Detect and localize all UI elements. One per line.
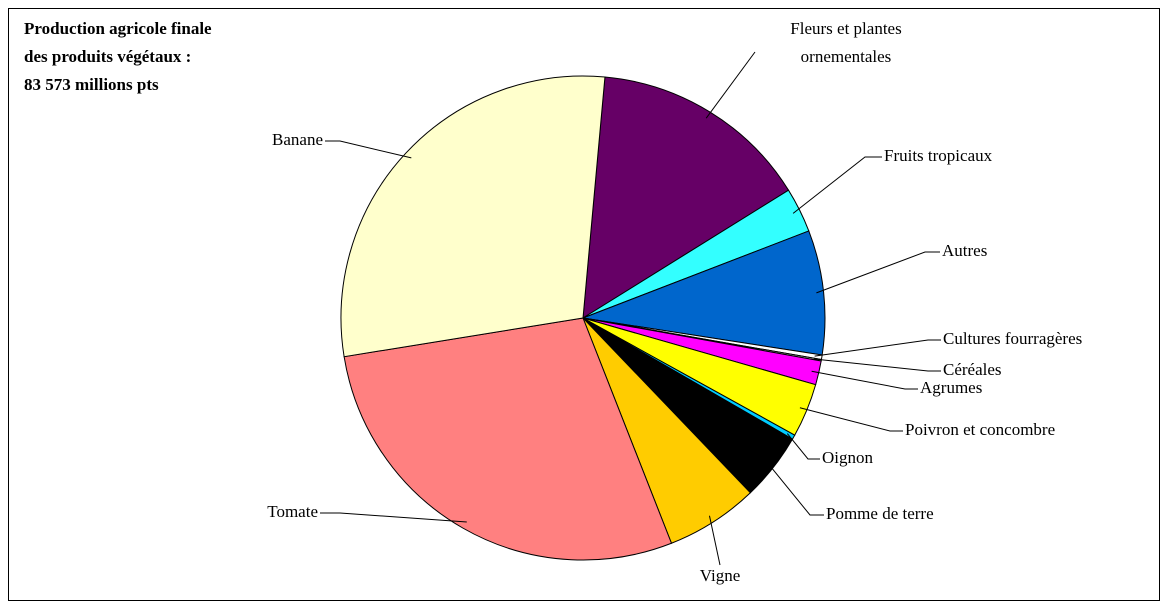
chart-title: Production agricole finale bbox=[24, 19, 212, 38]
chart-title: des produits végétaux : bbox=[24, 47, 191, 66]
leader-line bbox=[799, 407, 903, 432]
leader-line bbox=[325, 140, 412, 159]
leader-line bbox=[814, 339, 941, 357]
pie-slice bbox=[581, 230, 826, 356]
pie-slice bbox=[343, 317, 673, 561]
slice-label: Pomme de terre bbox=[826, 504, 934, 523]
slice-label: Oignon bbox=[822, 448, 874, 467]
leader-line bbox=[320, 512, 467, 523]
leader-line bbox=[814, 358, 941, 372]
leader-line bbox=[705, 51, 756, 119]
leader-line bbox=[767, 462, 824, 516]
chart-title: 83 573 millions pts bbox=[24, 75, 159, 94]
slice-label: Tomate bbox=[267, 502, 318, 521]
leader-line bbox=[708, 515, 721, 566]
slice-label: Fleurs et plantes ornementales bbox=[790, 19, 901, 66]
slice-label: Céréales bbox=[943, 360, 1002, 379]
slice-label: Agrumes bbox=[920, 378, 982, 397]
pie-slice bbox=[340, 75, 606, 358]
slice-label: Autres bbox=[942, 241, 987, 260]
leader-line bbox=[811, 370, 918, 390]
slice-label: Vigne bbox=[700, 566, 741, 585]
slice-label: Banane bbox=[272, 130, 323, 149]
leader-line bbox=[786, 433, 820, 460]
slice-label: Cultures fourragères bbox=[943, 329, 1082, 348]
slice-label: Fruits tropicaux bbox=[884, 146, 993, 165]
leader-line bbox=[792, 156, 882, 214]
pie-slice bbox=[582, 76, 790, 319]
slice-label: Poivron et concombre bbox=[905, 420, 1055, 439]
leader-line bbox=[816, 251, 940, 294]
